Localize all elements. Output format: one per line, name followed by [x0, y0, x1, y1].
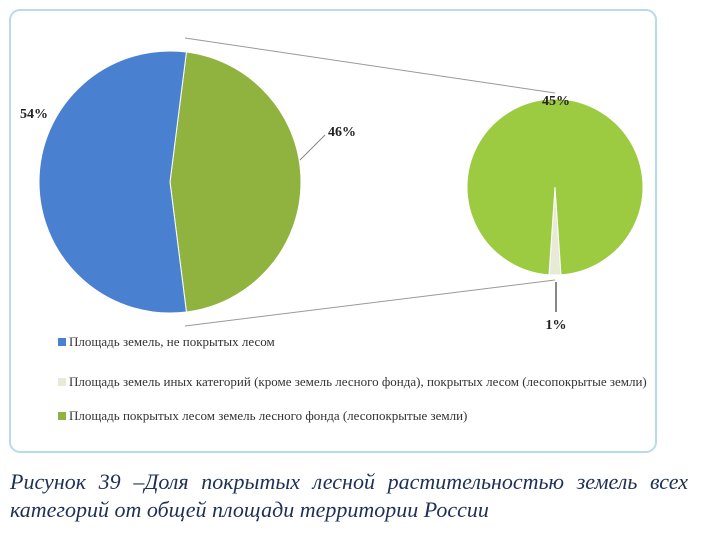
legend-swatch	[58, 378, 66, 386]
legend-swatch	[58, 412, 66, 420]
pie-slice	[38, 50, 187, 314]
legend-entry: Площадь земель, не покрытых лесом	[58, 334, 648, 350]
legend-label: Площадь земель, не покрытых лесом	[69, 334, 275, 349]
data-label: 46%	[328, 125, 356, 140]
pie-slice	[169, 51, 302, 313]
pie-slice	[466, 98, 644, 276]
connector	[184, 37, 556, 94]
legend-entry: Площадь земель иных категорий (кроме зем…	[58, 374, 648, 390]
legend-label: Площадь земель иных категорий (кроме зем…	[69, 374, 647, 389]
caption: Рисунок 39 –Доля покрытых лесной растите…	[10, 469, 688, 522]
legend-entry: Площадь покрытых лесом земель лесного фо…	[58, 408, 648, 424]
data-label: 45%	[542, 94, 570, 109]
legend-swatch	[58, 338, 66, 346]
data-label: 1%	[546, 318, 567, 333]
leader-line	[299, 134, 326, 161]
legend-label: Площадь покрытых лесом земель лесного фо…	[69, 408, 468, 423]
connector	[184, 279, 556, 327]
data-label: 54%	[20, 107, 48, 122]
